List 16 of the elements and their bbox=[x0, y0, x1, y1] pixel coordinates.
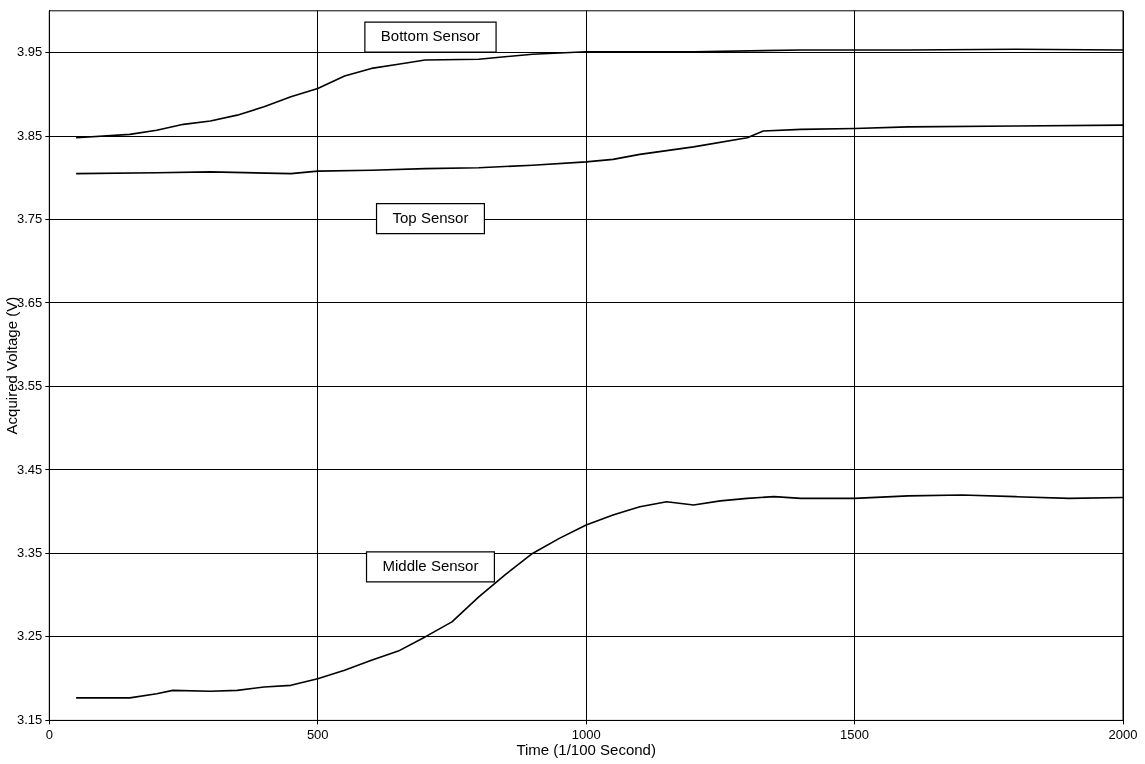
x-tick-label: 1000 bbox=[571, 726, 601, 742]
y-tick-label: 3.35 bbox=[16, 545, 43, 561]
series-label: Bottom Sensor bbox=[380, 27, 481, 45]
y-tick-label: 3.85 bbox=[16, 127, 43, 143]
y-tick-label: 3.25 bbox=[16, 628, 43, 644]
x-tick-label: 1500 bbox=[840, 726, 870, 742]
text: Top Sensor bbox=[392, 208, 469, 226]
y-tick-label: 3.75 bbox=[16, 211, 43, 227]
series-label: Middle Sensor bbox=[382, 557, 479, 575]
y-tick-label: 3.15 bbox=[16, 711, 43, 727]
x-axis-title: Time (1/100 Second) bbox=[516, 741, 656, 759]
x-tick-label: 2000 bbox=[1108, 726, 1138, 742]
x-tick-label: 0 bbox=[45, 726, 53, 742]
y-tick-label: 3.45 bbox=[16, 461, 43, 477]
y-tick-label: 3.95 bbox=[16, 44, 43, 60]
x-tick-label: 500 bbox=[306, 726, 329, 742]
